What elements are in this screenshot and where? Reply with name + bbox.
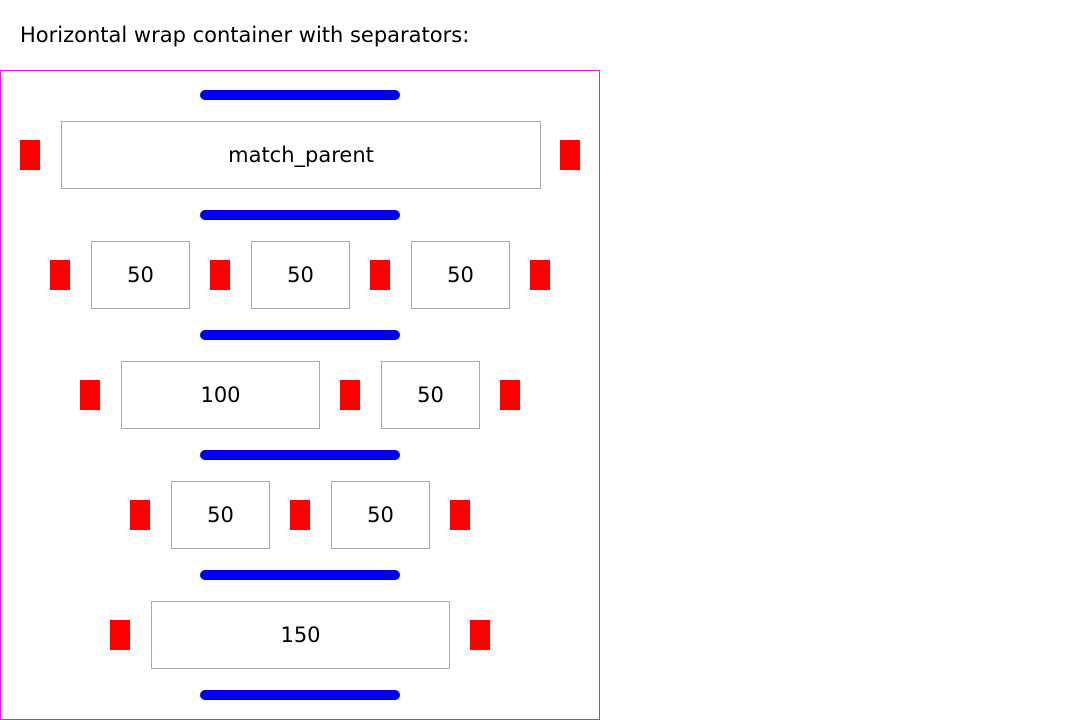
wrap-item: match_parent bbox=[61, 121, 541, 189]
wrap-container: match_parent 50 50 50 100 50 50 50 150 bbox=[0, 70, 600, 720]
wrap-item: 100 bbox=[121, 361, 320, 429]
item-separator bbox=[50, 260, 70, 290]
container-caption: Horizontal wrap container with separator… bbox=[20, 23, 470, 47]
line-separator bbox=[200, 210, 400, 220]
item-separator bbox=[450, 500, 470, 530]
wrap-item: 50 bbox=[331, 481, 430, 549]
item-separator bbox=[370, 260, 390, 290]
wrap-item: 150 bbox=[151, 601, 450, 669]
wrap-item: 50 bbox=[411, 241, 510, 309]
item-separator bbox=[290, 500, 310, 530]
wrap-item: 50 bbox=[171, 481, 270, 549]
item-separator bbox=[130, 500, 150, 530]
item-separator bbox=[20, 140, 40, 170]
wrap-item: 50 bbox=[251, 241, 350, 309]
line-separator bbox=[200, 570, 400, 580]
wrap-item: 50 bbox=[91, 241, 190, 309]
item-separator bbox=[530, 260, 550, 290]
item-separator bbox=[470, 620, 490, 650]
line-separator bbox=[200, 330, 400, 340]
line-separator bbox=[200, 90, 400, 100]
item-separator bbox=[340, 380, 360, 410]
line-separator bbox=[200, 450, 400, 460]
item-separator bbox=[500, 380, 520, 410]
item-separator bbox=[110, 620, 130, 650]
item-separator bbox=[560, 140, 580, 170]
line-separator bbox=[200, 690, 400, 700]
item-separator bbox=[80, 380, 100, 410]
item-separator bbox=[210, 260, 230, 290]
wrap-item: 50 bbox=[381, 361, 480, 429]
